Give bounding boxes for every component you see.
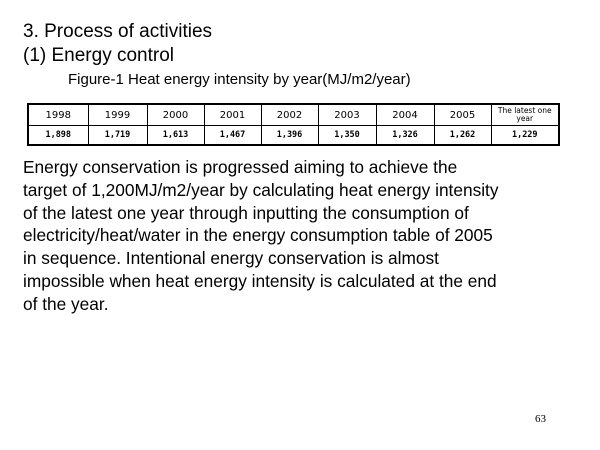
figure-caption: Figure-1 Heat energy intensity by year(M… xyxy=(68,71,411,88)
table-header-cell: 1998 xyxy=(27,103,89,126)
paragraph-line: target of 1,200MJ/m2/year by calculating… xyxy=(23,179,499,200)
table-header-cell: The latest one year xyxy=(490,103,560,126)
paragraph-line: of the latest one year through inputting… xyxy=(23,202,469,223)
table-value-cell: 1,350 xyxy=(317,125,377,146)
table-value-cell: 1,326 xyxy=(375,125,435,146)
table-value-cell: 1,467 xyxy=(203,125,262,146)
section-subheading: (1) Energy control xyxy=(23,45,175,66)
table-header-cell: 2004 xyxy=(375,103,435,126)
body-paragraph: Energy conservation is progressed aiming… xyxy=(23,156,583,316)
paragraph-line: electricity/heat/water in the energy con… xyxy=(23,225,493,246)
table-value-cell: 1,719 xyxy=(87,125,148,146)
table-header-row: 1998 1999 2000 2001 2002 2003 2004 2005 … xyxy=(27,103,560,126)
page-number: 63 xyxy=(535,413,546,425)
table-header-cell: 2001 xyxy=(203,103,262,126)
table-header-cell: 2003 xyxy=(317,103,377,126)
table-value-row: 1,898 1,719 1,613 1,467 1,396 1,350 1,32… xyxy=(27,125,560,146)
table-header-cell: 2000 xyxy=(146,103,205,126)
table-header-cell: 2002 xyxy=(260,103,319,126)
paragraph-line: in sequence. Intentional energy conserva… xyxy=(23,248,439,269)
section-heading: 3. Process of activities xyxy=(23,21,213,42)
paragraph-line: impossible when heat energy intensity is… xyxy=(23,270,497,291)
table-header-cell: 2005 xyxy=(433,103,492,126)
table-value-cell: 1,262 xyxy=(433,125,492,146)
paragraph-line: Energy conservation is progressed aiming… xyxy=(23,157,458,177)
table-value-cell: 1,396 xyxy=(260,125,319,146)
table-value-cell: 1,898 xyxy=(27,125,89,146)
heat-intensity-table: 1998 1999 2000 2001 2002 2003 2004 2005 … xyxy=(27,103,560,146)
paragraph-line: of the year. xyxy=(23,293,109,314)
table-value-cell: 1,613 xyxy=(146,125,205,146)
table-value-cell: 1,229 xyxy=(490,125,560,146)
table-header-cell: 1999 xyxy=(87,103,148,126)
